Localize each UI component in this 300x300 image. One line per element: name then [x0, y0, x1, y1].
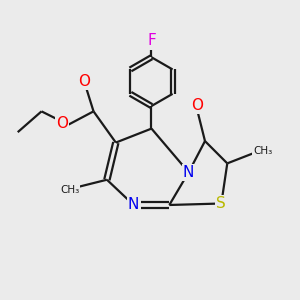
Text: CH₃: CH₃ [253, 146, 273, 157]
Text: O: O [192, 98, 204, 113]
Text: N: N [128, 197, 139, 212]
Text: N: N [183, 165, 194, 180]
Text: S: S [217, 196, 226, 211]
Text: F: F [147, 33, 156, 48]
Text: CH₃: CH₃ [60, 185, 80, 195]
Text: O: O [56, 116, 68, 131]
Text: O: O [79, 74, 91, 89]
